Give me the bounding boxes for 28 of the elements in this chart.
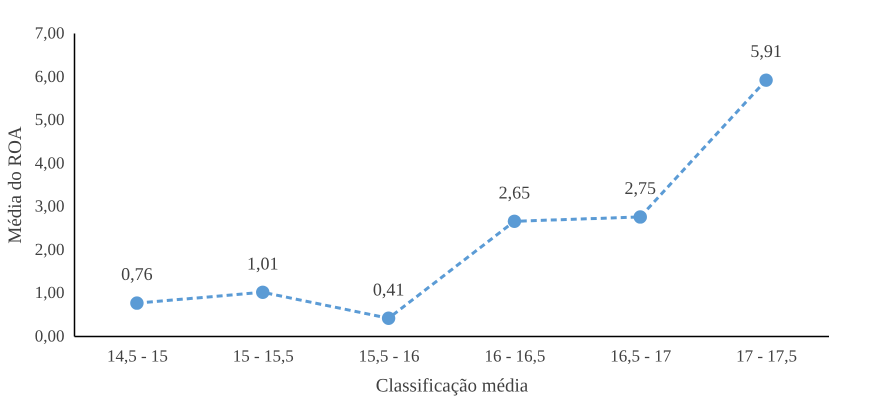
point	[508, 214, 522, 228]
x-tick-label: 14,5 - 15	[106, 346, 168, 366]
point	[382, 312, 396, 325]
y-tick-label: 0,00	[34, 326, 64, 346]
y-tick-label: 1,00	[34, 283, 64, 302]
data-label: 2,75	[624, 178, 656, 198]
data-label: 5,91	[750, 41, 782, 62]
point	[759, 73, 773, 87]
point	[634, 210, 647, 224]
data-label: 0,76	[121, 264, 153, 284]
y-tick-label: 6,00	[34, 66, 64, 86]
y-tick-label: 7,00	[34, 24, 64, 42]
data-label: 0,41	[372, 279, 404, 300]
data-label: 2,65	[498, 182, 530, 202]
x-tick-label: 16,5 - 17	[610, 346, 672, 366]
x-axis-title: Classificação média	[376, 376, 529, 396]
x-tick-label: 16 - 16,5	[484, 346, 546, 366]
y-tick-label: 3,00	[34, 196, 64, 216]
y-axis-title: Média do ROA	[4, 126, 26, 244]
x-tick-label: 15,5 - 16	[358, 346, 420, 366]
x-tick-label: 15 - 15,5	[232, 346, 294, 366]
y-tick-label: 2,00	[34, 240, 64, 259]
data-label: 1,01	[247, 253, 278, 274]
y-tick-label: 5,00	[34, 110, 64, 130]
y-tick-label: 4,00	[34, 153, 64, 172]
point	[130, 296, 144, 310]
x-tick-label: 17 - 17,5	[736, 346, 798, 366]
point	[256, 286, 270, 299]
